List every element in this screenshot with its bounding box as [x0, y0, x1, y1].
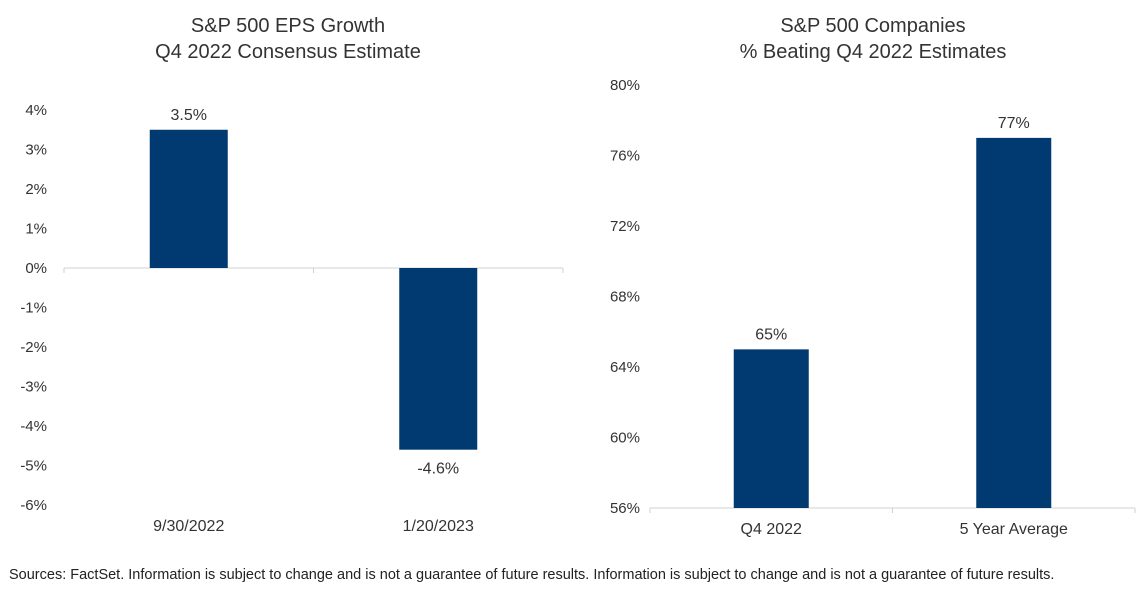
category-label: Q4 2022: [741, 521, 802, 538]
y-tick-label: 72%: [610, 218, 640, 235]
data-label: -4.6%: [417, 461, 459, 478]
y-tick-label: -6%: [20, 497, 47, 514]
beating-estimates-chart-svg: S&P 500 Companies % Beating Q4 2022 Esti…: [610, 15, 1136, 538]
y-tick-label: -5%: [20, 458, 47, 475]
y-tick-label: 4%: [25, 102, 47, 119]
bar: [149, 129, 228, 268]
data-label: 77%: [998, 115, 1030, 132]
source-note: Sources: FactSet. Information is subject…: [9, 567, 1055, 583]
y-tick-label: 1%: [25, 221, 47, 238]
beating-estimates-chart: S&P 500 Companies % Beating Q4 2022 Esti…: [575, 0, 1137, 560]
y-tick-label: 64%: [610, 359, 640, 376]
chart-subtitle: Q4 2022 Consensus Estimate: [155, 41, 421, 63]
y-tick-label: 0%: [25, 260, 47, 277]
bar: [399, 268, 478, 450]
eps-growth-chart-svg: S&P 500 EPS Growth Q4 2022 Consensus Est…: [20, 15, 564, 535]
category-label: 9/30/2022: [153, 518, 224, 535]
y-tick-label: -4%: [20, 418, 47, 435]
y-tick-label: 76%: [610, 148, 640, 165]
y-tick-label: 60%: [610, 430, 640, 447]
category-label: 5 Year Average: [960, 521, 1068, 538]
category-label: 1/20/2023: [403, 518, 474, 535]
chart-title: S&P 500 EPS Growth: [191, 15, 385, 37]
y-tick-label: 3%: [25, 142, 47, 159]
bar: [976, 137, 1052, 508]
y-tick-label: 2%: [25, 181, 47, 198]
chart-subtitle: % Beating Q4 2022 Estimates: [740, 41, 1007, 63]
eps-growth-chart: S&P 500 EPS Growth Q4 2022 Consensus Est…: [0, 0, 575, 560]
plot-area: 4% 3% 2% 1% 0% -1% -2% -3% -4% -5% -6% 3.5% 9/30/202…: [20, 102, 564, 535]
y-tick-label: 56%: [610, 500, 640, 517]
y-tick-label: -1%: [20, 300, 47, 317]
plot-area: 80% 76% 72% 68% 64% 60% 56% 65% Q4 2022 77% 5 Year…: [610, 77, 1136, 538]
y-tick-label: -2%: [20, 339, 47, 356]
y-tick-label: 80%: [610, 77, 640, 94]
chart-title: S&P 500 Companies: [780, 15, 965, 37]
y-tick-label: -3%: [20, 379, 47, 396]
data-label: 3.5%: [171, 107, 207, 124]
y-tick-label: 68%: [610, 289, 640, 306]
data-label: 65%: [755, 326, 787, 343]
bar: [733, 349, 809, 508]
